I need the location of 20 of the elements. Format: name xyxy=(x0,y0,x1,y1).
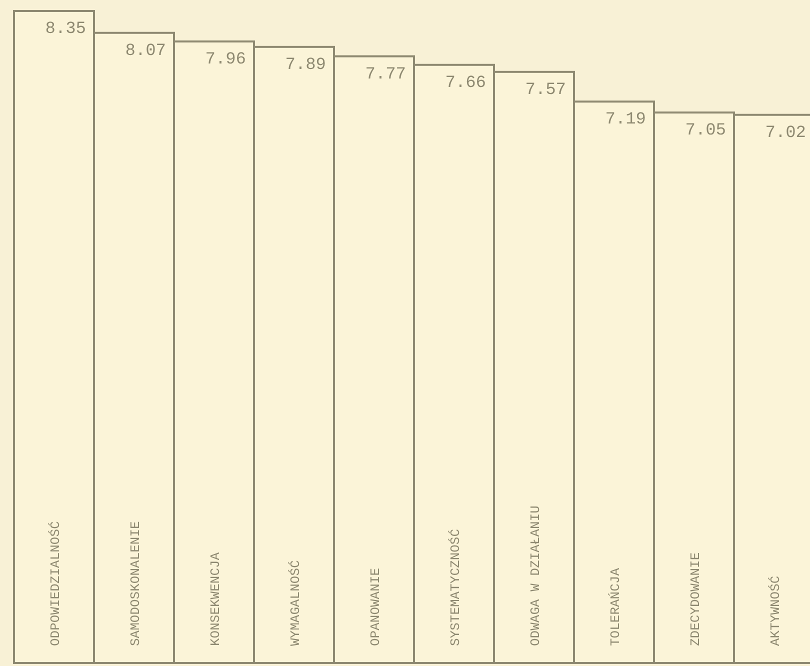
x-tick-label: WYMAGALNOŚĆ xyxy=(288,560,303,646)
x-tick-label: ODWAGA W DZIAŁANIU xyxy=(528,506,543,646)
data-label: 7.96 xyxy=(205,50,246,70)
x-tick-label: SYSTEMATYCZNOŚĆ xyxy=(448,528,463,646)
data-label: 7.89 xyxy=(285,56,326,75)
data-label: 7.77 xyxy=(365,65,406,84)
data-label: 7.19 xyxy=(605,110,646,130)
data-label: 7.66 xyxy=(445,74,486,93)
data-label: 7.02 xyxy=(765,124,806,143)
x-tick-label: TOLERAŃCJA xyxy=(608,568,623,646)
x-tick-label: KONSEKWENCJA xyxy=(208,552,223,646)
x-tick-label: OPANOWANIE xyxy=(368,568,383,646)
data-label: 7.05 xyxy=(685,122,726,141)
data-label: 8.35 xyxy=(45,20,86,39)
x-tick-label: AKTYWNOŚĆ xyxy=(768,576,783,646)
x-tick-label: ODPOWIEDZIALNOŚĆ xyxy=(48,520,63,646)
data-label: 8.07 xyxy=(125,42,166,61)
data-label: 7.57 xyxy=(525,80,566,100)
x-tick-label: ZDECYDOWANIE xyxy=(688,552,703,646)
x-tick-label: SAMODOSKONALENIE xyxy=(128,520,143,646)
